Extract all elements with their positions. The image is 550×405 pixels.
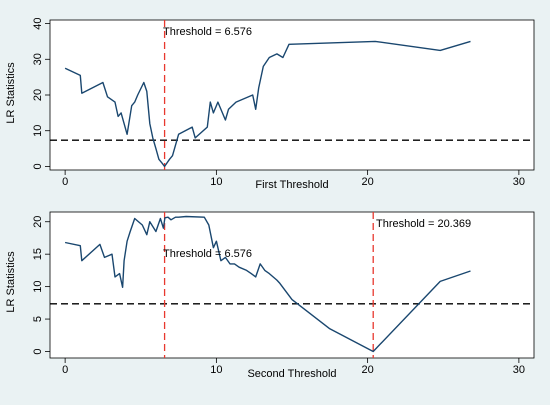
y-tick-label: 20 xyxy=(32,89,44,101)
threshold-annotation: Threshold = 20.369 xyxy=(376,218,471,230)
plot-area xyxy=(49,19,535,171)
y-tick-label: 30 xyxy=(32,53,44,65)
y-tick-label: 20 xyxy=(32,216,44,228)
x-tick-label: 10 xyxy=(210,364,222,376)
y-axis-label: LR Statistics xyxy=(5,62,17,124)
threshold-annotation: Threshold = 6.576 xyxy=(163,26,252,38)
x-axis-label: First Threshold xyxy=(255,179,328,191)
x-tick-label: 30 xyxy=(513,176,525,188)
first-threshold-panel: LR Statistics First Threshold 0 10 20 30 0 10… xyxy=(5,17,535,191)
y-tick-label: 10 xyxy=(32,125,44,137)
x-tick-label: 20 xyxy=(362,364,374,376)
lr-statistic-series-line xyxy=(64,215,471,353)
x-tick-label: 0 xyxy=(62,364,68,376)
threshold-annotation: Threshold = 6.576 xyxy=(163,248,252,260)
x-tick-label: 0 xyxy=(62,176,68,188)
y-tick-label: 10 xyxy=(32,280,44,292)
y-axis-label: LR Statistics xyxy=(5,251,17,313)
y-tick-label: 0 xyxy=(32,163,44,169)
x-tick-label: 10 xyxy=(210,176,222,188)
plot-area xyxy=(49,211,535,359)
y-tick-label: 15 xyxy=(32,248,44,260)
x-axis-label: Second Threshold xyxy=(247,368,336,380)
second-threshold-panel: LR Statistics Second Threshold 0 10 20 30 0 5… xyxy=(5,211,535,380)
x-tick-label: 30 xyxy=(513,364,525,376)
x-tick-label: 20 xyxy=(362,176,374,188)
y-tick-label: 0 xyxy=(32,348,44,354)
y-tick-label: 5 xyxy=(32,316,44,322)
y-tick-label: 40 xyxy=(32,17,44,29)
lr-statistic-series-line xyxy=(64,40,471,168)
